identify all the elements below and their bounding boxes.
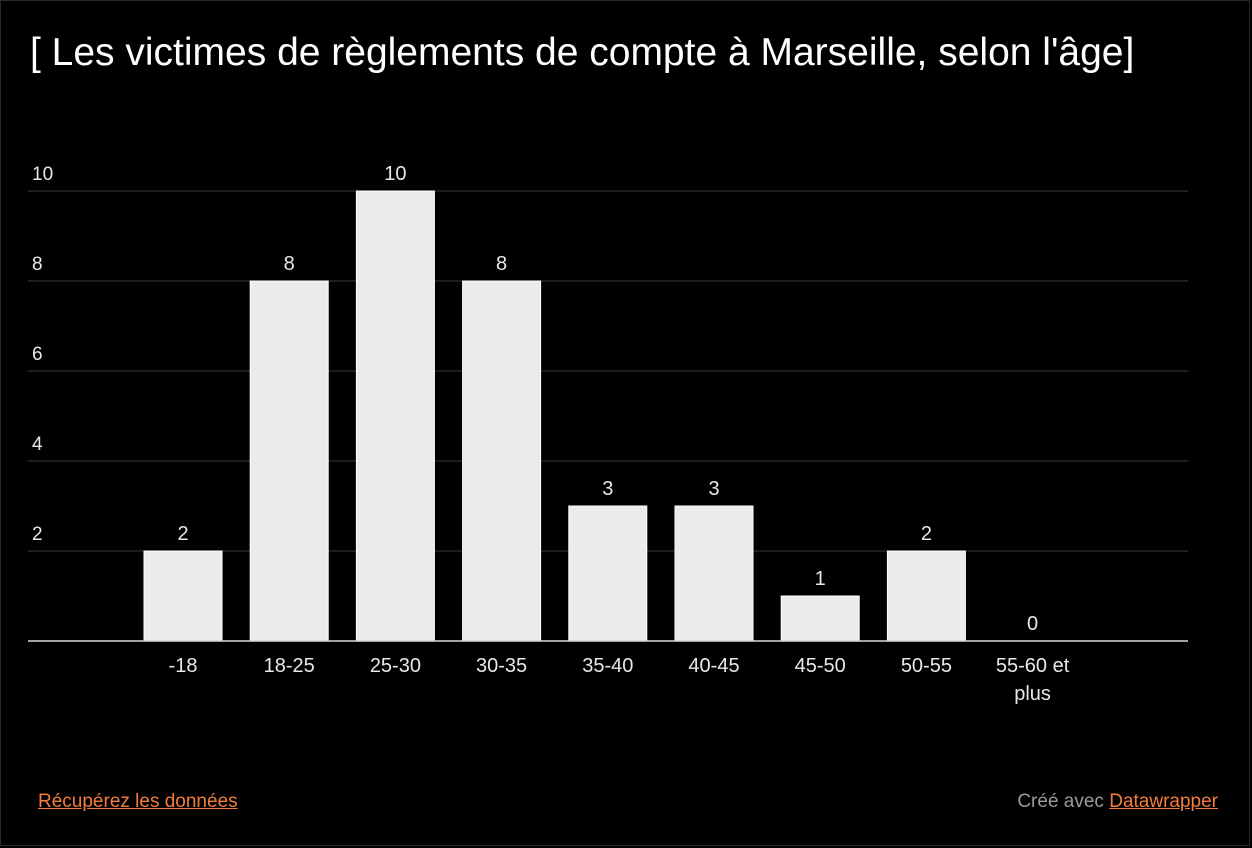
x-tick-label: 40-45: [688, 655, 739, 677]
y-tick-label: 4: [32, 434, 43, 455]
bar: [568, 505, 648, 642]
x-tick-label: 18-25: [264, 655, 315, 677]
bar: [143, 550, 223, 642]
bar-chart: 2468102-18818-251025-30830-35335-40340-4…: [28, 163, 1188, 705]
bar: [886, 550, 966, 642]
bar: [249, 280, 329, 642]
x-tick-label: -18: [169, 655, 198, 677]
bar-value-label: 8: [284, 253, 295, 275]
y-tick-label: 6: [32, 344, 43, 365]
bar: [674, 505, 754, 642]
bar-value-label: 2: [177, 523, 188, 545]
bar-value-label: 2: [921, 523, 932, 545]
x-tick-label: 25-30: [370, 655, 421, 677]
x-tick-label: 50-55: [901, 655, 952, 677]
y-tick-label: 2: [32, 524, 43, 545]
x-tick-label: 35-40: [582, 655, 633, 677]
bar-value-label: 10: [384, 163, 406, 185]
x-tick-label: 45-50: [795, 655, 846, 677]
credit: Créé avec Datawrapper: [1017, 791, 1218, 813]
bar: [355, 190, 435, 642]
datawrapper-link[interactable]: Datawrapper: [1109, 791, 1218, 812]
credit-prefix: Créé avec: [1017, 791, 1104, 812]
bar: [780, 595, 860, 642]
x-tick-label: 55-60 et plus: [996, 655, 1070, 705]
download-data-link[interactable]: Récupérez les données: [38, 791, 238, 812]
x-tick-label: 30-35: [476, 655, 527, 677]
y-tick-label: 10: [32, 164, 53, 185]
bar-value-label: 1: [815, 568, 826, 590]
bar-value-label: 8: [496, 253, 507, 275]
bar-value-label: 3: [708, 478, 719, 500]
chart-title: [ Les victimes de règlements de compte à…: [30, 31, 1135, 74]
bar: [462, 280, 542, 642]
y-tick-label: 8: [32, 254, 43, 275]
bar-value-label: 3: [602, 478, 613, 500]
bar-value-label: 0: [1027, 613, 1038, 635]
